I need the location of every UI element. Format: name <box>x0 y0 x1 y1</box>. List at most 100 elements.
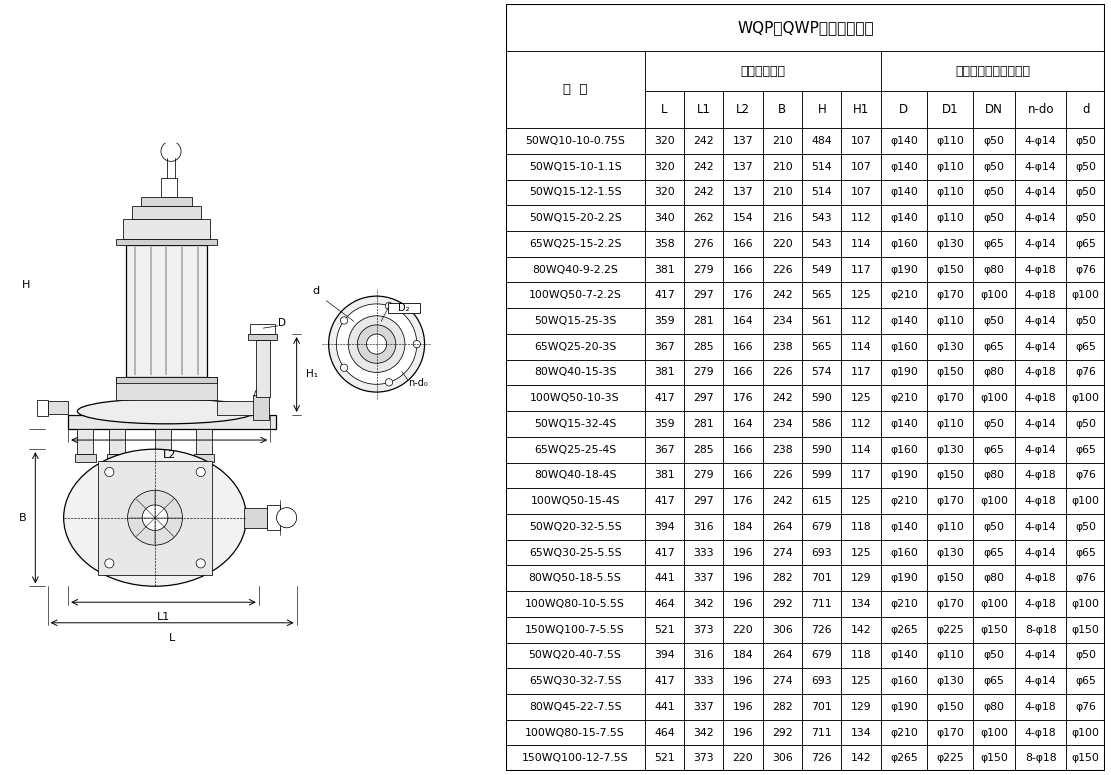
Text: H: H <box>22 280 30 290</box>
Bar <box>506 539 644 566</box>
Bar <box>1067 746 1105 771</box>
Bar <box>506 642 644 668</box>
Text: 242: 242 <box>693 136 714 146</box>
Bar <box>927 308 973 334</box>
Bar <box>684 617 723 642</box>
Bar <box>1067 180 1105 205</box>
Text: 117: 117 <box>851 367 871 377</box>
Bar <box>763 437 802 463</box>
Text: φ140: φ140 <box>890 188 918 198</box>
Bar <box>841 257 881 282</box>
Bar <box>1015 231 1067 257</box>
Text: 196: 196 <box>733 728 753 738</box>
Text: 373: 373 <box>693 753 714 763</box>
Bar <box>763 334 802 360</box>
Bar <box>723 282 763 308</box>
Bar <box>267 505 280 531</box>
Text: φ170: φ170 <box>937 291 964 301</box>
Bar <box>1067 668 1105 694</box>
Text: φ150: φ150 <box>937 367 964 377</box>
Text: 196: 196 <box>733 702 753 711</box>
Bar <box>802 282 841 308</box>
Bar <box>1067 463 1105 488</box>
Text: 226: 226 <box>772 367 793 377</box>
Bar <box>927 720 973 746</box>
Text: φ130: φ130 <box>937 547 964 557</box>
Bar <box>927 334 973 360</box>
Text: 279: 279 <box>693 264 714 274</box>
Bar <box>684 591 723 617</box>
Text: φ160: φ160 <box>890 239 918 249</box>
Bar <box>802 539 841 566</box>
Text: D: D <box>899 103 909 116</box>
Bar <box>973 488 1015 514</box>
Bar <box>117 239 217 245</box>
Text: 342: 342 <box>693 599 714 609</box>
Text: φ100: φ100 <box>980 393 1008 403</box>
Text: 373: 373 <box>693 625 714 635</box>
Text: 65WQ30-25-5.5S: 65WQ30-25-5.5S <box>529 547 621 557</box>
Bar <box>881 539 927 566</box>
Bar <box>927 463 973 488</box>
Text: φ50: φ50 <box>983 188 1004 198</box>
Bar <box>763 694 802 720</box>
Bar <box>841 334 881 360</box>
Bar <box>802 360 841 385</box>
Bar <box>1067 488 1105 514</box>
Text: φ100: φ100 <box>980 496 1008 506</box>
Bar <box>927 360 973 385</box>
Text: 561: 561 <box>811 316 832 326</box>
Bar <box>117 377 217 383</box>
Text: 590: 590 <box>811 393 832 403</box>
Bar <box>1015 308 1067 334</box>
Bar <box>881 308 927 334</box>
Bar <box>506 128 644 154</box>
Text: φ76: φ76 <box>1075 574 1097 584</box>
Bar <box>881 205 927 231</box>
Bar <box>506 746 644 771</box>
Bar <box>841 308 881 334</box>
Text: φ50: φ50 <box>1075 188 1097 198</box>
Bar <box>841 463 881 488</box>
Bar <box>927 180 973 205</box>
Text: φ50: φ50 <box>983 136 1004 146</box>
Text: 543: 543 <box>811 213 832 223</box>
Bar <box>1015 720 1067 746</box>
Bar <box>927 91 973 128</box>
Text: 333: 333 <box>693 676 714 686</box>
Text: φ80: φ80 <box>983 264 1004 274</box>
Ellipse shape <box>78 398 256 424</box>
Text: 693: 693 <box>811 547 832 557</box>
Bar <box>1015 642 1067 668</box>
Bar <box>506 231 644 257</box>
Bar <box>723 566 763 591</box>
Bar <box>763 463 802 488</box>
Text: 4-φ18: 4-φ18 <box>1024 291 1057 301</box>
Bar <box>684 642 723 668</box>
Text: 4-φ18: 4-φ18 <box>1024 264 1057 274</box>
Bar <box>723 463 763 488</box>
Text: 464: 464 <box>654 728 674 738</box>
Bar <box>1015 617 1067 642</box>
Bar <box>881 463 927 488</box>
Text: 274: 274 <box>772 547 793 557</box>
Bar <box>644 231 684 257</box>
Text: 4-φ14: 4-φ14 <box>1024 676 1057 686</box>
Text: 100WQ50-10-3S: 100WQ50-10-3S <box>530 393 620 403</box>
Bar <box>881 128 927 154</box>
Bar <box>841 566 881 591</box>
Bar <box>763 91 802 128</box>
Bar <box>763 128 802 154</box>
Bar <box>644 642 684 668</box>
Bar <box>973 205 1015 231</box>
Bar <box>723 642 763 668</box>
Bar <box>506 720 644 746</box>
Text: φ50: φ50 <box>1075 522 1097 532</box>
Bar <box>506 4 1105 51</box>
Bar <box>927 514 973 539</box>
Bar <box>1067 437 1105 463</box>
Text: φ225: φ225 <box>937 753 964 763</box>
Bar <box>802 411 841 437</box>
Bar <box>1067 514 1105 539</box>
Text: D₂: D₂ <box>398 303 410 313</box>
